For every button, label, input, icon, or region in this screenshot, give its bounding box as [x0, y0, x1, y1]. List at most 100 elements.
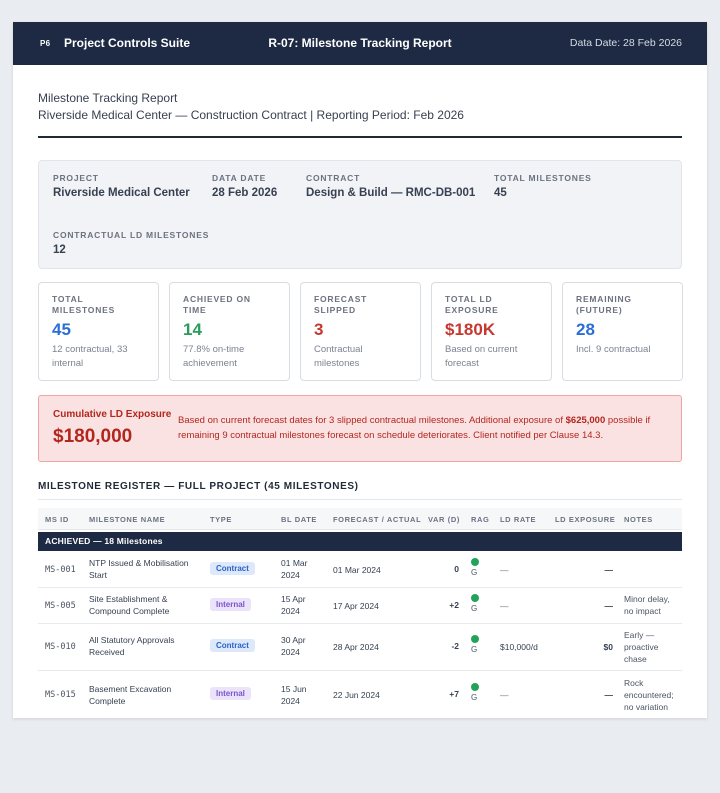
kpi-subtext: 77.8% on-time achievement — [183, 344, 245, 369]
bl-date: 15 Apr 2024 — [281, 594, 306, 616]
alert-value: $180,000 — [53, 426, 133, 447]
column-header[interactable]: FORECAST / ACTUAL — [333, 515, 422, 524]
rag-green-dot — [471, 683, 479, 691]
table-row[interactable]: MS-005 Site Establishment & Compound Com… — [38, 588, 682, 624]
milestone-name: Site Establishment & Compound Complete — [89, 594, 170, 616]
kpi-value: 45 — [52, 320, 71, 339]
type-badge: Internal — [210, 598, 251, 611]
rag-status: G — [471, 683, 479, 702]
rag-letter: G — [471, 645, 478, 654]
rag-status: G — [471, 558, 479, 577]
column-header[interactable]: RAG — [471, 515, 490, 524]
info-label: CONTRACTUAL LD MILESTONES — [53, 230, 210, 240]
kpi-value: $180K — [445, 320, 496, 339]
report-title: R-07: Milestone Tracking Report — [268, 36, 452, 50]
info-label: DATA DATE — [212, 173, 267, 183]
column-header[interactable]: TYPE — [210, 515, 232, 524]
report-subheading: Riverside Medical Center — Construction … — [38, 108, 464, 122]
kpi-subtext: Incl. 9 contractual — [576, 344, 651, 355]
rag-letter: G — [471, 693, 478, 702]
type-badge: Contract — [210, 562, 255, 575]
ld-exposure-alert: Cumulative LD Exposure $180,000 Based on… — [38, 395, 682, 462]
variance-days: +7 — [449, 689, 459, 699]
kpi-value: 3 — [314, 320, 324, 339]
info-value: Riverside Medical Center — [53, 187, 190, 199]
kpi-label: FORECAST SLIPPED — [314, 294, 368, 315]
ms-id: MS-010 — [45, 642, 76, 652]
rag-letter: G — [471, 604, 478, 613]
info-contract: CONTRACT Design & Build — RMC-DB-001 — [306, 173, 475, 199]
kpi-label: REMAINING (FUTURE) — [576, 294, 632, 315]
variance-days: 0 — [454, 564, 459, 574]
alert-text: Based on current forecast dates for 3 sl… — [178, 413, 673, 443]
type-badge: Internal — [210, 687, 251, 700]
table-row[interactable]: MS-010 All Statutory Approvals Received … — [38, 624, 682, 671]
milestone-name: Basement Excavation Complete — [89, 684, 172, 706]
register-divider — [38, 499, 682, 500]
kpi-value: 14 — [183, 320, 202, 339]
info-value: 28 Feb 2026 — [212, 187, 278, 199]
ld-exposure: — — [604, 565, 614, 575]
rag-status: G — [471, 635, 479, 654]
forecast-date: 22 Jun 2024 — [333, 690, 380, 700]
kpi-value: 28 — [576, 320, 595, 339]
kpi-subtext: Based on current forecast — [445, 344, 518, 369]
forecast-date: 01 Mar 2024 — [333, 565, 381, 575]
table-row[interactable]: MS-015 Basement Excavation Complete Inte… — [38, 671, 682, 718]
kpi-card-achieved-on-time: ACHIEVED ON TIME 14 77.8% on-time achiev… — [169, 282, 290, 381]
ld-rate: — — [500, 690, 509, 700]
rag-status: G — [471, 594, 479, 613]
info-value: 12 — [53, 244, 66, 256]
register-title: MILESTONE REGISTER — FULL PROJECT (45 MI… — [38, 481, 359, 492]
info-label: PROJECT — [53, 173, 99, 183]
ld-rate: $10,000/d — [500, 642, 538, 652]
rag-green-dot — [471, 558, 479, 566]
rag-green-dot — [471, 635, 479, 643]
milestone-name: NTP Issued & Mobilisation Start — [89, 558, 189, 580]
column-header[interactable]: LD RATE — [500, 515, 537, 524]
column-header[interactable]: MS ID — [45, 515, 69, 524]
group-header-achieved: ACHIEVED — 18 Milestones — [38, 532, 682, 551]
top-bar: P6 Project Controls Suite R-07: Mileston… — [13, 22, 707, 65]
kpi-label: TOTAL LD EXPOSURE — [445, 294, 499, 315]
p6-logo: P6 — [40, 39, 51, 48]
header-divider — [38, 136, 682, 138]
column-header[interactable]: VAR (D) — [428, 515, 460, 524]
column-header[interactable]: BL DATE — [281, 515, 318, 524]
ld-rate: — — [500, 565, 509, 575]
project-info-panel: PROJECT Riverside Medical Center DATA DA… — [38, 160, 682, 269]
rag-green-dot — [471, 594, 479, 602]
info-ld-milestones: CONTRACTUAL LD MILESTONES 12 — [53, 230, 209, 256]
rag-letter: G — [471, 568, 478, 577]
kpi-subtext: Contractual milestones — [314, 344, 363, 369]
notes: Minor delay, no impact — [624, 594, 670, 616]
milestone-name: All Statutory Approvals Received — [89, 635, 175, 657]
table-row[interactable]: MS-001 NTP Issued & Mobilisation Start C… — [38, 552, 682, 588]
kpi-label: ACHIEVED ON TIME — [183, 294, 251, 315]
variance-days: +2 — [449, 600, 459, 610]
suite-name: Project Controls Suite — [64, 36, 191, 50]
report-window: P6 Project Controls Suite R-07: Mileston… — [13, 22, 707, 718]
kpi-subtext: 12 contractual, 33 internal — [52, 344, 128, 369]
alert-label: Cumulative LD Exposure — [53, 409, 172, 420]
info-value: Design & Build — RMC-DB-001 — [306, 187, 476, 199]
column-header[interactable]: NOTES — [624, 515, 653, 524]
info-total-milestones: TOTAL MILESTONES 45 — [494, 173, 592, 199]
ld-exposure: $0 — [603, 642, 613, 652]
variance-days: -2 — [451, 641, 459, 651]
notes: Rock encountered; no variation — [624, 678, 674, 712]
notes: Early — proactive chase — [624, 630, 659, 664]
header-data-date: Data Date: 28 Feb 2026 — [569, 37, 682, 49]
forecast-date: 28 Apr 2024 — [333, 642, 379, 652]
bl-date: 01 Mar 2024 — [281, 558, 308, 580]
bl-date: 15 Jun 2024 — [281, 684, 307, 706]
alert-text-amount: $625,000 — [565, 415, 606, 426]
table-header: MS ID MILESTONE NAME TYPE BL DATE FORECA… — [38, 508, 682, 530]
column-header[interactable]: MILESTONE NAME — [89, 515, 166, 524]
info-data-date: DATA DATE 28 Feb 2026 — [212, 173, 277, 199]
kpi-label: TOTAL MILESTONES — [52, 294, 116, 315]
column-header[interactable]: LD EXPOSURE — [555, 515, 616, 524]
type-badge: Contract — [210, 639, 255, 652]
ms-id: MS-005 — [45, 601, 76, 611]
ms-id: MS-001 — [45, 565, 76, 575]
